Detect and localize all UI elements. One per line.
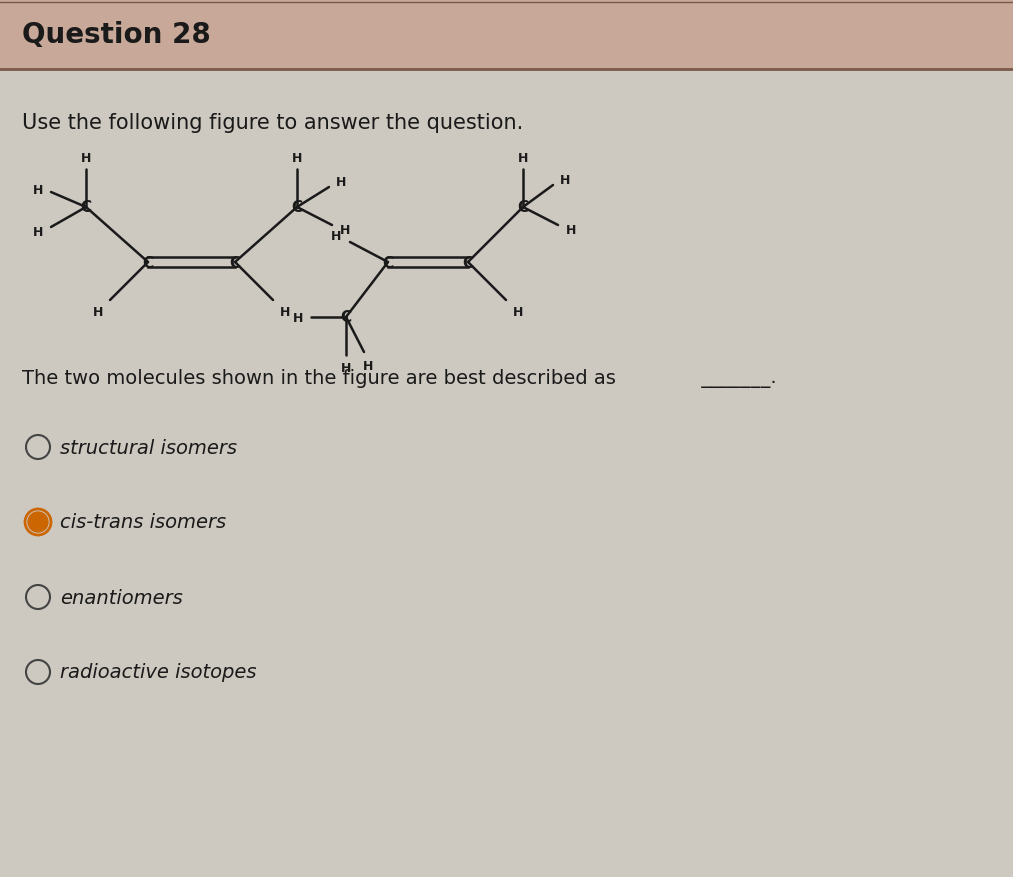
- Text: H: H: [339, 224, 350, 236]
- Text: C: C: [518, 200, 529, 215]
- Text: enantiomers: enantiomers: [60, 588, 182, 607]
- Text: H: H: [32, 226, 44, 239]
- Text: H: H: [363, 359, 373, 372]
- Text: _______.: _______.: [695, 368, 777, 387]
- Text: C: C: [463, 255, 473, 270]
- Text: C: C: [340, 310, 352, 325]
- Text: H: H: [293, 311, 303, 324]
- Text: H: H: [93, 306, 103, 319]
- Text: C: C: [383, 255, 394, 270]
- Text: Question 28: Question 28: [22, 21, 211, 49]
- Text: H: H: [292, 152, 302, 164]
- Text: H: H: [513, 306, 523, 319]
- Text: H: H: [336, 175, 346, 189]
- Text: radioactive isotopes: radioactive isotopes: [60, 663, 256, 681]
- Text: The two molecules shown in the figure are best described as: The two molecules shown in the figure ar…: [22, 368, 616, 387]
- Text: C: C: [229, 255, 240, 270]
- Text: H: H: [340, 361, 352, 374]
- Text: C: C: [80, 200, 91, 215]
- Text: Use the following figure to answer the question.: Use the following figure to answer the q…: [22, 113, 524, 132]
- Text: H: H: [566, 224, 576, 236]
- Text: H: H: [331, 231, 341, 243]
- Text: C: C: [143, 255, 154, 270]
- Bar: [0, 0, 1013, 70]
- Text: structural isomers: structural isomers: [60, 438, 237, 457]
- Text: cis-trans isomers: cis-trans isomers: [60, 513, 226, 531]
- Text: C: C: [292, 200, 303, 215]
- Text: H: H: [560, 174, 570, 186]
- Text: H: H: [32, 183, 44, 196]
- Text: H: H: [518, 152, 528, 164]
- Text: H: H: [81, 152, 91, 164]
- Text: H: H: [280, 306, 290, 319]
- Circle shape: [28, 512, 48, 532]
